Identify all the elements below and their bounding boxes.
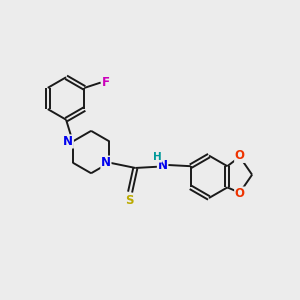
Text: S: S [125,194,134,207]
Text: N: N [101,156,111,169]
Text: O: O [235,187,245,200]
Text: F: F [102,76,110,89]
Text: O: O [235,149,245,162]
Text: N: N [158,159,167,172]
Text: N: N [63,135,73,148]
Text: H: H [153,152,162,162]
